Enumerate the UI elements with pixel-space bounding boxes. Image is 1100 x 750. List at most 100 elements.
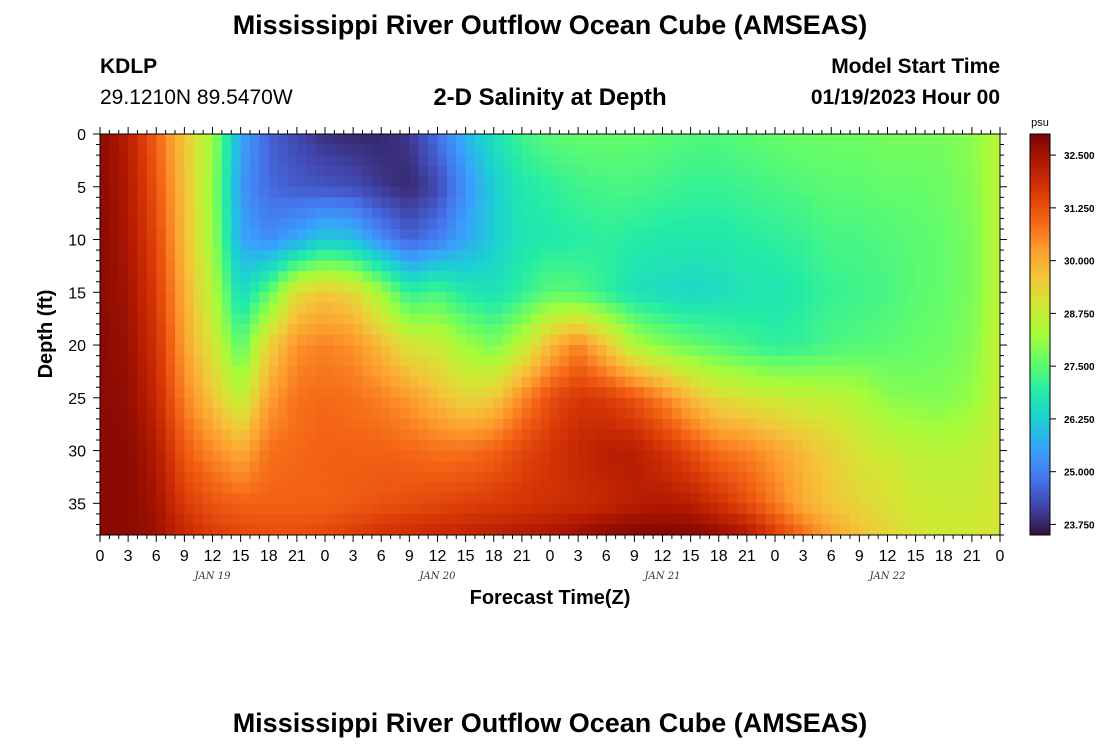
heatmap-cell — [700, 176, 710, 188]
heatmap-cell — [578, 134, 589, 146]
heatmap-cell — [165, 313, 176, 325]
heatmap-cell — [803, 345, 814, 357]
heatmap-cell — [934, 239, 945, 251]
heatmap-cell — [690, 271, 701, 283]
heatmap-cell — [521, 492, 532, 504]
heatmap-cell — [793, 450, 804, 462]
heatmap-cell — [812, 524, 823, 535]
heatmap-cell — [981, 482, 992, 494]
heatmap-cell — [953, 461, 964, 473]
heatmap-cell — [428, 355, 439, 367]
heatmap-cell — [231, 397, 242, 409]
heatmap-cell — [840, 334, 851, 346]
heatmap-cell — [859, 207, 870, 220]
heatmap-cell — [343, 461, 354, 473]
heatmap-cell — [428, 376, 439, 388]
heatmap-cell — [840, 313, 851, 325]
heatmap-cell — [606, 450, 617, 462]
heatmap-cell — [896, 250, 907, 262]
heatmap-cell — [793, 186, 804, 198]
heatmap-cell — [418, 513, 429, 526]
heatmap-cell — [587, 418, 598, 431]
heatmap-cell — [128, 144, 139, 156]
heatmap-cell — [231, 250, 242, 262]
heatmap-cell — [175, 176, 185, 188]
heatmap-cell — [531, 302, 542, 314]
heatmap-cell — [878, 155, 889, 167]
heatmap-cell — [118, 144, 129, 156]
heatmap-cell — [221, 144, 232, 156]
heatmap-cell — [362, 281, 373, 293]
heatmap-cell — [868, 429, 879, 441]
heatmap-cell — [390, 176, 401, 188]
heatmap-cell — [428, 271, 439, 283]
heatmap-cell — [746, 302, 757, 314]
heatmap-cell — [821, 492, 832, 504]
heatmap-cell — [634, 440, 645, 452]
heatmap-cell — [175, 218, 185, 230]
heatmap-cell — [821, 292, 832, 304]
heatmap-cell — [371, 186, 382, 198]
heatmap-cell — [540, 376, 551, 388]
heatmap-cell — [184, 207, 195, 220]
heatmap-cell — [953, 176, 964, 188]
heatmap-cell — [925, 218, 935, 230]
heatmap-cell — [193, 313, 204, 325]
heatmap-cell — [681, 461, 692, 473]
heatmap-cell — [465, 197, 476, 209]
heatmap-cell — [250, 260, 260, 272]
heatmap-cell — [718, 429, 729, 441]
heatmap-cell — [896, 387, 907, 399]
heatmap-cell — [287, 292, 298, 304]
heatmap-cell — [681, 408, 692, 420]
heatmap-cell — [446, 408, 457, 420]
heatmap-cell — [831, 260, 842, 272]
heatmap-cell — [184, 218, 195, 230]
heatmap-cell — [878, 207, 889, 220]
heatmap-cell — [596, 366, 607, 378]
heatmap-cell — [212, 345, 223, 357]
heatmap-cell — [306, 323, 317, 336]
heatmap-cell — [915, 281, 926, 293]
heatmap-cell — [559, 513, 570, 526]
heatmap-cell — [653, 408, 664, 420]
heatmap-cell — [906, 197, 917, 209]
heatmap-cell — [381, 429, 392, 441]
heatmap-cell — [118, 218, 129, 230]
heatmap-cell — [906, 397, 917, 409]
heatmap-cell — [578, 513, 589, 526]
heatmap-cell — [503, 345, 514, 357]
heatmap-cell — [306, 334, 317, 346]
heatmap-cell — [456, 250, 467, 262]
x-tick-label: 9 — [405, 548, 414, 565]
heatmap-cell — [737, 186, 748, 198]
heatmap-cell — [821, 513, 832, 526]
heatmap-cell — [409, 207, 420, 220]
heatmap-cell — [156, 366, 167, 378]
heatmap-cell — [409, 250, 420, 262]
heatmap-cell — [371, 218, 382, 230]
heatmap-cell — [596, 144, 607, 156]
heatmap-cell — [840, 186, 851, 198]
heatmap-cell — [765, 387, 776, 399]
heatmap-cell — [156, 176, 167, 188]
heatmap-cell — [559, 281, 570, 293]
heatmap-cell — [418, 440, 429, 452]
heatmap-cell — [606, 408, 617, 420]
heatmap-cell — [737, 366, 748, 378]
heatmap-cell — [718, 323, 729, 336]
heatmap-cell — [184, 461, 195, 473]
heatmap-cell — [831, 482, 842, 494]
heatmap-cell — [671, 134, 682, 146]
heatmap-cell — [118, 366, 129, 378]
heatmap-cell — [146, 345, 157, 357]
heatmap-cell — [175, 524, 185, 535]
heatmap-cell — [653, 144, 664, 156]
heatmap-cell — [100, 134, 110, 146]
heatmap-cell — [934, 186, 945, 198]
heatmap-cell — [868, 355, 879, 367]
heatmap-cell — [859, 408, 870, 420]
heatmap-cell — [793, 260, 804, 272]
heatmap-cell — [915, 440, 926, 452]
heatmap-cell — [100, 429, 110, 441]
